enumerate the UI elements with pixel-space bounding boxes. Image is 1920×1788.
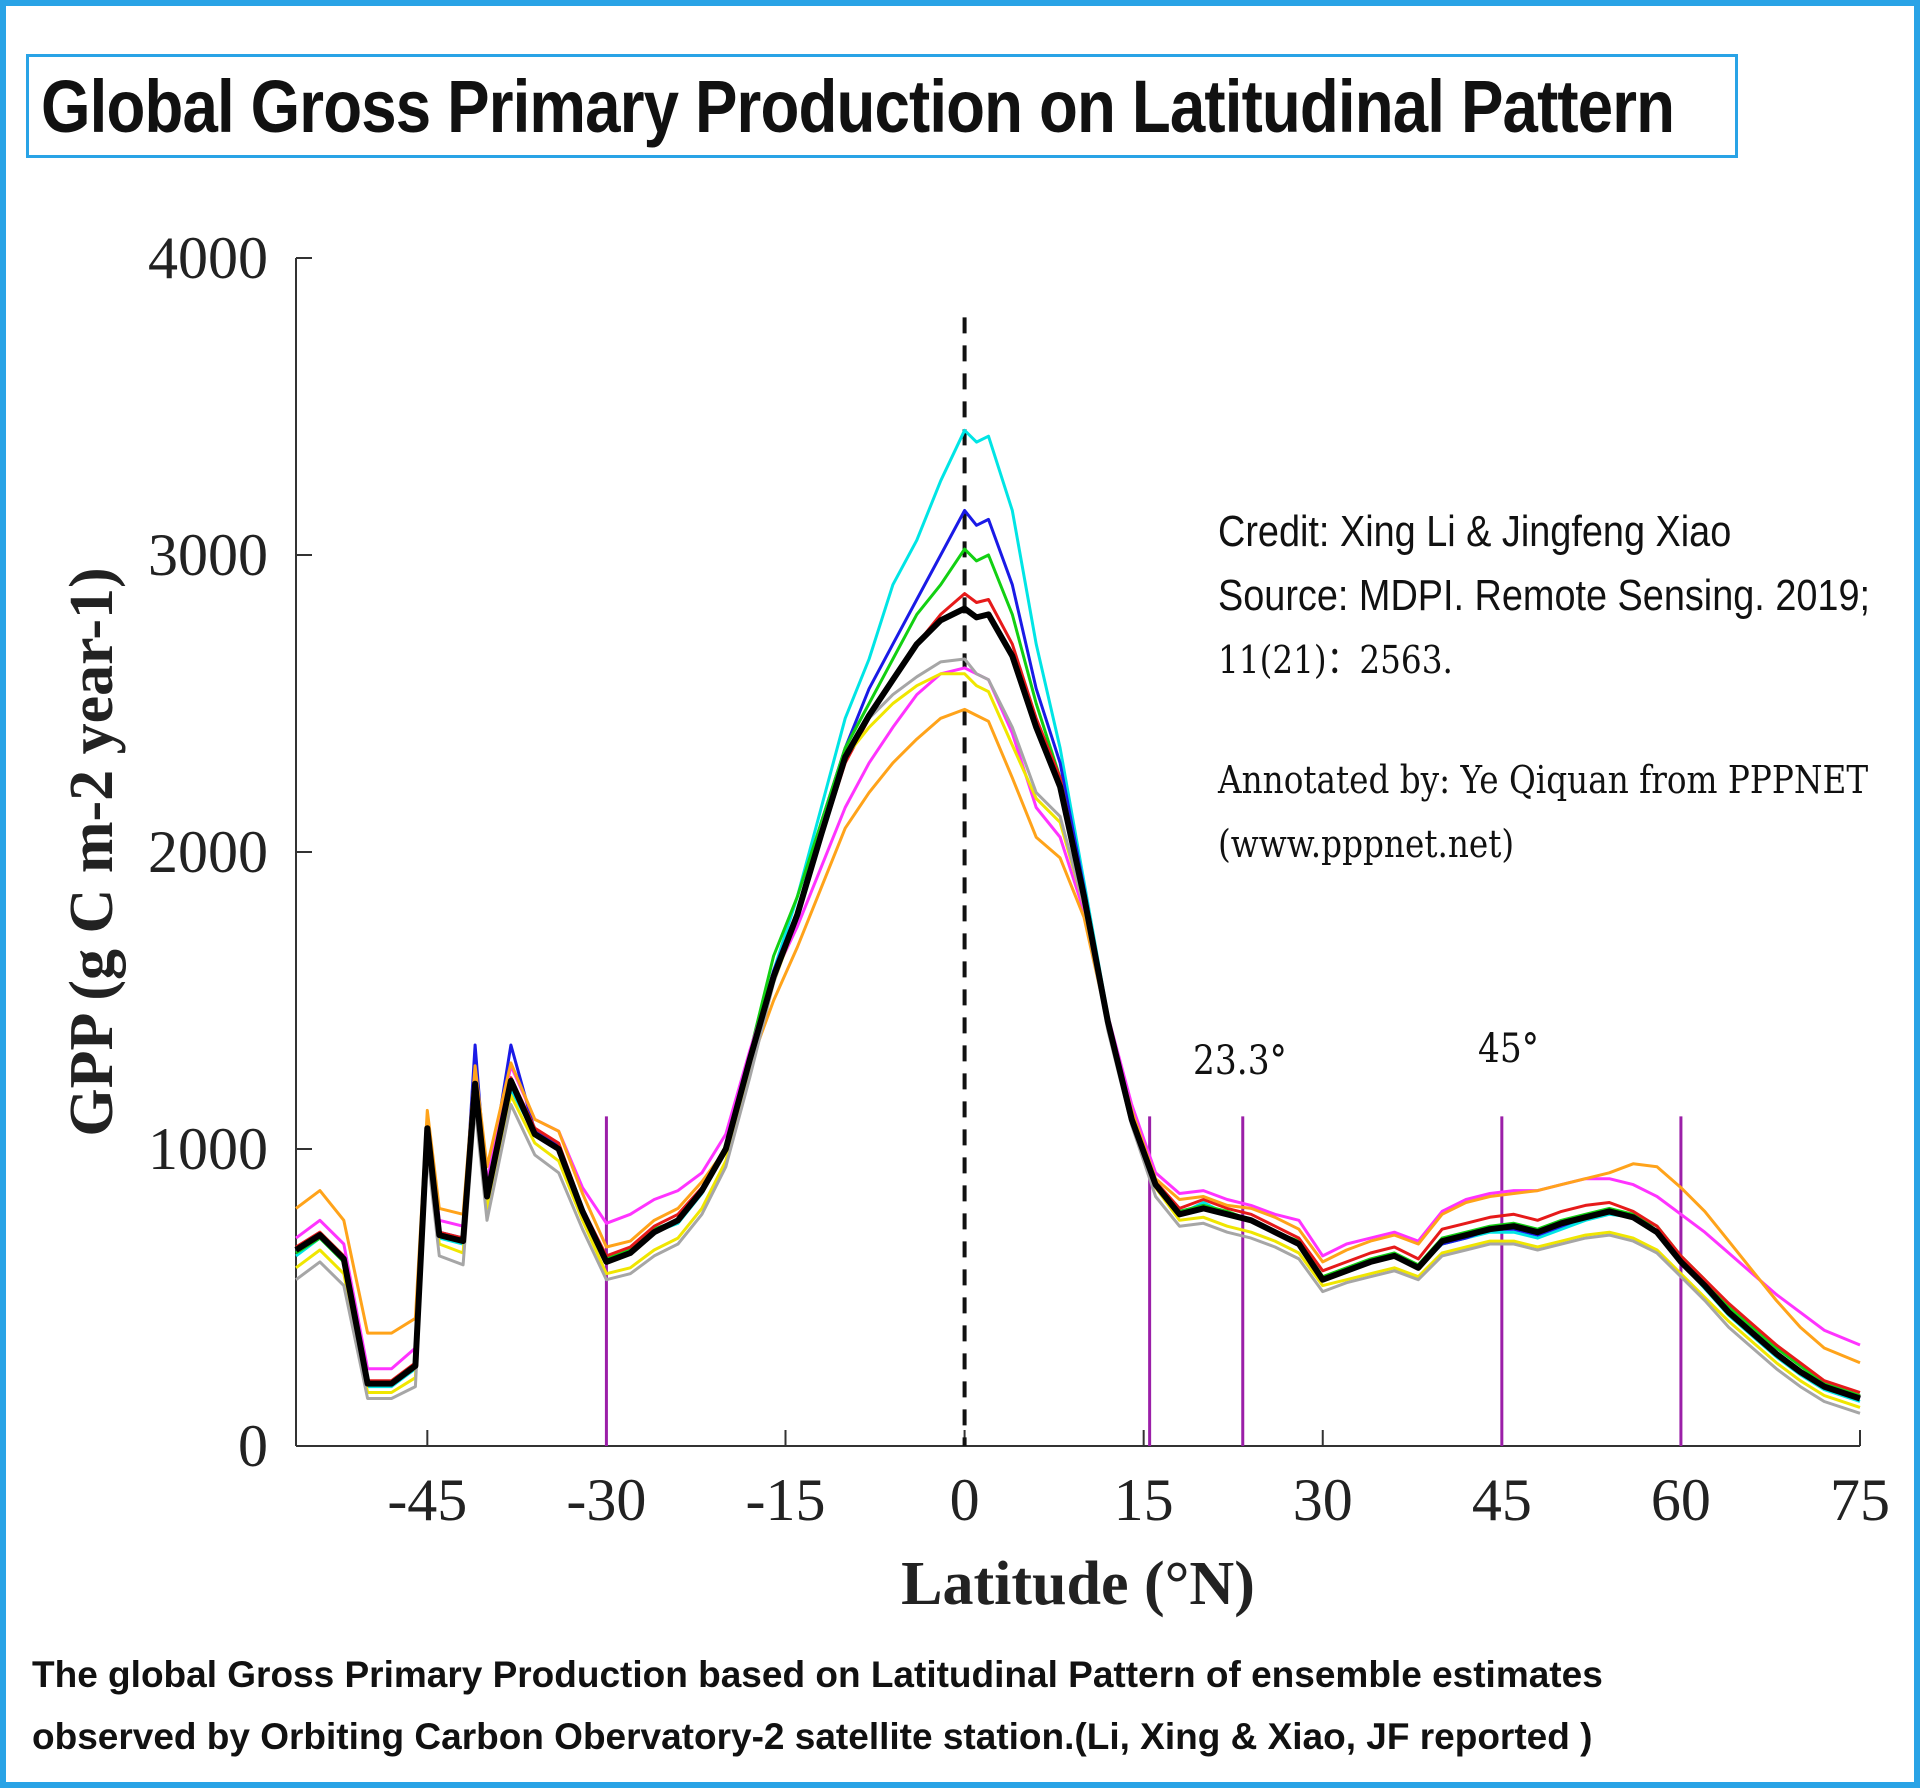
y-tick-label: 3000 [148,522,268,588]
series-line-8 [295,657,1861,1415]
caption-line-1: The global Gross Primary Production base… [32,1654,1603,1695]
x-tick-label: 30 [1293,1467,1353,1533]
annotation-author: Annotated by: Ye Qiquan from PPPNET [1218,758,1869,802]
series-line-4 [295,592,1861,1394]
credit-citation: 11(21)：2563. [1218,638,1453,682]
y-tick-label: 2000 [148,819,268,885]
mid-latitude-marker-label: 45° [1478,1026,1539,1072]
x-tick-label: 0 [950,1467,980,1533]
y-tick-label: 0 [238,1413,268,1479]
x-tick-label: 60 [1651,1467,1711,1533]
series-line-9 [294,605,1861,1402]
x-tick-label: 15 [1114,1467,1174,1533]
x-tick-label: 45 [1472,1467,1532,1533]
x-tick-label: -30 [566,1467,646,1533]
credit-block: Credit: Xing Li & Jingfeng Xiao Source: … [1218,500,1870,692]
y-tick-label: 1000 [148,1116,268,1182]
axis-labels: 0 1000 2000 3000 4000 -45 -30 -15 0 15 30 45 60 75 Lat… [58,225,1890,1618]
y-tick-label: 4000 [148,225,268,291]
credit-source: Source: MDPI. Remote Sensing. 2019; [1218,571,1871,620]
annotation-block: Annotated by: Ye Qiquan from PPPNET (www… [1218,748,1868,876]
x-tick-label: -15 [746,1467,826,1533]
title-box: Global Gross Primary Production on Latit… [26,54,1738,158]
y-axis-title: GPP (g C m-2 year-1) [58,567,126,1136]
tropic-marker-label: 23.3° [1193,1038,1287,1084]
annotation-url: (www.pppnet.net) [1218,822,1515,866]
page-title: Global Gross Primary Production on Latit… [41,64,1675,148]
series-line-7 [295,672,1861,1409]
reference-lines [604,317,1683,1446]
x-tick-label: -45 [387,1467,467,1533]
series-group [294,428,1861,1415]
credit-authors: Credit: Xing Li & Jingfeng Xiao [1218,507,1732,556]
x-tick-label: 75 [1830,1467,1890,1533]
caption-line-2: observed by Orbiting Carbon Obervatory-2… [32,1716,1593,1757]
series-line-6 [295,707,1861,1365]
figure-caption: The global Gross Primary Production base… [32,1644,1892,1768]
x-axis-title: Latitude (°N) [901,1550,1255,1618]
